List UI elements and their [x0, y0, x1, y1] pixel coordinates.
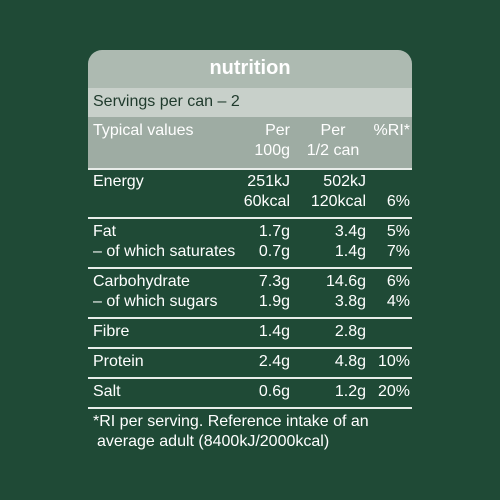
footnote: *RI per serving. Reference intake of an	[93, 413, 369, 430]
row-label: – of which sugars	[93, 293, 218, 310]
row-label: Carbohydrate	[93, 273, 190, 290]
column-per-serving: 1/2 can	[306, 142, 360, 159]
row-label: – of which saturates	[93, 243, 236, 260]
per-serving: 2.8g	[334, 323, 366, 340]
per-serving: 1.2g	[334, 383, 366, 400]
per-100g: 251kJ	[247, 173, 290, 190]
servings: Servings per can – 2	[93, 93, 240, 110]
per-serving: 3.8g	[334, 293, 366, 310]
per-100g: 0.7g	[258, 243, 290, 260]
per-100g: 1.4g	[258, 323, 290, 340]
per-serving: 120kcal	[310, 193, 366, 210]
per-serving: 1.4g	[334, 243, 366, 260]
column-ri: %RI*	[373, 122, 410, 139]
separator	[88, 377, 412, 379]
ri: 6%	[386, 193, 410, 210]
ri: 7%	[386, 243, 410, 260]
separator	[88, 168, 412, 170]
column-per-100g: Per	[265, 122, 290, 139]
per-serving: 502kJ	[323, 173, 366, 190]
separator	[88, 347, 412, 349]
column-label: Typical values	[93, 122, 194, 139]
ri: 4%	[386, 293, 410, 310]
separator	[88, 317, 412, 319]
ri: 10%	[377, 353, 410, 370]
separator	[88, 217, 412, 219]
ri: 5%	[386, 223, 410, 240]
title-band	[88, 50, 412, 88]
title: nutrition	[209, 57, 291, 79]
per-100g: 1.9g	[258, 293, 290, 310]
row-label: Protein	[93, 353, 144, 370]
per-100g: 1.7g	[258, 223, 290, 240]
footnote: average adult (8400kJ/2000kcal)	[97, 433, 330, 450]
per-serving: 3.4g	[334, 223, 366, 240]
row-label: Energy	[93, 173, 144, 190]
servings-band	[88, 88, 412, 117]
per-serving: 14.6g	[325, 273, 366, 290]
separator	[88, 407, 412, 409]
per-100g: 60kcal	[243, 193, 290, 210]
separator	[88, 267, 412, 269]
row-label: Fat	[93, 223, 117, 240]
per-serving: 4.8g	[334, 353, 366, 370]
row-label: Salt	[93, 383, 121, 400]
column-header-band	[88, 117, 412, 168]
ri: 20%	[377, 383, 410, 400]
per-100g: 2.4g	[258, 353, 290, 370]
header-panel	[88, 50, 412, 168]
ri: 6%	[386, 273, 410, 290]
column-per-100g: 100g	[254, 142, 290, 159]
per-100g: 7.3g	[258, 273, 290, 290]
column-per-serving: Per	[320, 122, 346, 139]
row-label: Fibre	[93, 323, 130, 340]
per-100g: 0.6g	[258, 383, 290, 400]
